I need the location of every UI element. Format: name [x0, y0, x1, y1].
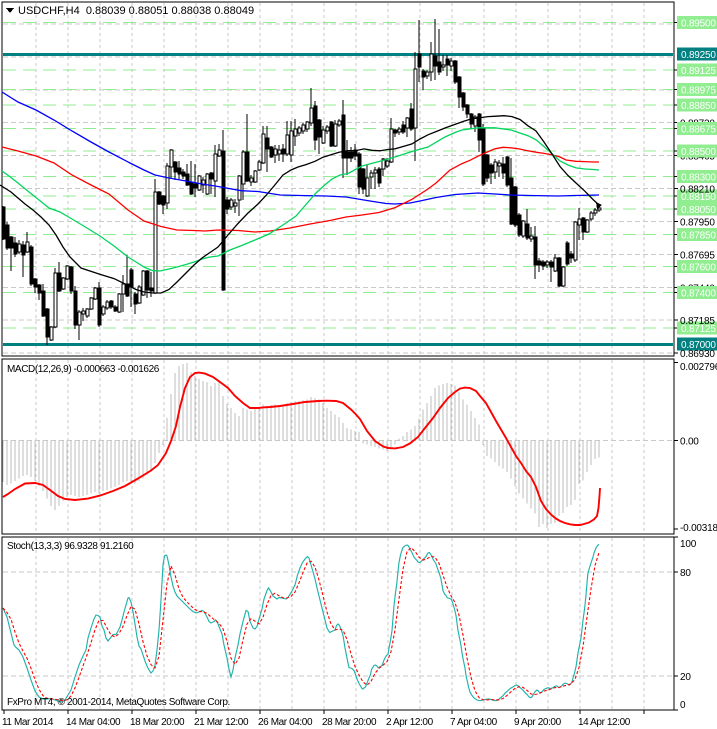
- svg-text:2 Apr 12:00: 2 Apr 12:00: [386, 717, 434, 728]
- svg-text:0.88300: 0.88300: [681, 173, 716, 184]
- svg-text:0.89250: 0.89250: [681, 50, 716, 61]
- svg-text:Stoch(13,3,3) 96.9328 91.2160: Stoch(13,3,3) 96.9328 91.2160: [7, 541, 134, 552]
- svg-text:100: 100: [680, 539, 697, 550]
- svg-text:USDCHF,H4 0.88039 0.88051 0.8: USDCHF,H4 0.88039 0.88051 0.88038 0.8804…: [18, 5, 254, 17]
- svg-text:80: 80: [680, 568, 691, 579]
- svg-text:0.88500: 0.88500: [681, 147, 716, 158]
- svg-text:0.87000: 0.87000: [681, 340, 716, 351]
- svg-text:0.88675: 0.88675: [681, 124, 716, 135]
- svg-text:0.86930: 0.86930: [680, 349, 715, 360]
- svg-text:0.87400: 0.87400: [681, 288, 716, 299]
- svg-text:11 Mar 2014: 11 Mar 2014: [2, 717, 54, 728]
- svg-text:0.88050: 0.88050: [681, 205, 716, 216]
- svg-text:0.87125: 0.87125: [681, 324, 716, 335]
- svg-text:21 Mar 12:00: 21 Mar 12:00: [194, 717, 249, 728]
- svg-text:0.88150: 0.88150: [681, 192, 716, 203]
- svg-text:0.87695: 0.87695: [680, 251, 715, 262]
- svg-text:0.87600: 0.87600: [681, 263, 716, 274]
- svg-text:MACD(12,26,9) -0.000663 -0.001: MACD(12,26,9) -0.000663 -0.001626: [7, 364, 160, 375]
- svg-text:0.88975: 0.88975: [681, 85, 716, 96]
- svg-text:14 Apr 12:00: 14 Apr 12:00: [578, 717, 631, 728]
- svg-text:0.89500: 0.89500: [681, 18, 716, 29]
- svg-text:0.87850: 0.87850: [681, 231, 716, 242]
- svg-text:28 Mar 20:00: 28 Mar 20:00: [322, 717, 377, 728]
- svg-text:0.88850: 0.88850: [681, 101, 716, 112]
- svg-text:18 Mar 20:00: 18 Mar 20:00: [130, 717, 185, 728]
- svg-text:0.87185: 0.87185: [680, 316, 715, 327]
- svg-text:14 Mar 04:00: 14 Mar 04:00: [66, 717, 121, 728]
- svg-text:FxPro MT4, © 2001-2014, MetaQu: FxPro MT4, © 2001-2014, MetaQuotes Softw…: [7, 697, 230, 708]
- svg-text:26 Mar 04:00: 26 Mar 04:00: [258, 717, 313, 728]
- svg-text:0.89125: 0.89125: [681, 66, 716, 77]
- svg-text:9 Apr 20:00: 9 Apr 20:00: [514, 717, 562, 728]
- svg-text:0: 0: [680, 700, 686, 711]
- svg-text:0.88210: 0.88210: [680, 184, 715, 195]
- svg-text:7 Apr 04:00: 7 Apr 04:00: [450, 717, 498, 728]
- svg-text:0.002796: 0.002796: [680, 362, 717, 373]
- svg-text:0.00: 0.00: [680, 437, 699, 448]
- svg-text:20: 20: [680, 672, 691, 683]
- svg-text:0.87950: 0.87950: [680, 218, 715, 229]
- svg-text:-0.00318: -0.00318: [680, 523, 717, 534]
